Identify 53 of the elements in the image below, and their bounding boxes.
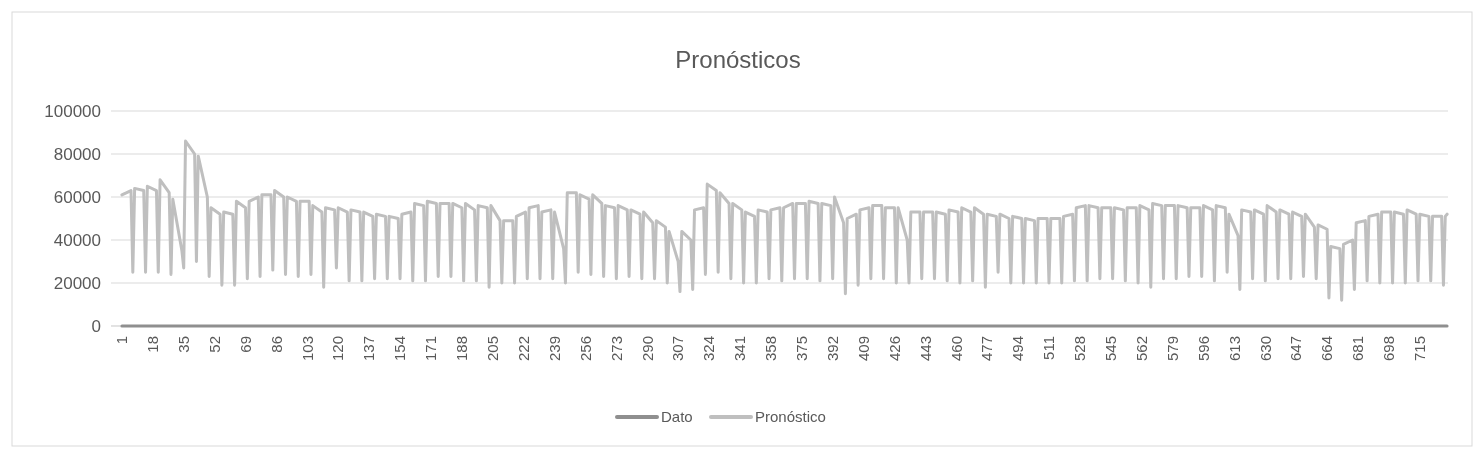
x-tick-label: 324 — [700, 336, 718, 362]
x-tick-label: 562 — [1132, 336, 1150, 362]
x-tick-label: 239 — [545, 336, 563, 362]
x-tick-label: 647 — [1287, 336, 1305, 362]
x-tick-label: 358 — [762, 336, 780, 362]
x-tick-label: 460 — [947, 336, 965, 362]
x-tick-label: 188 — [453, 336, 471, 362]
y-tick-label: 40000 — [53, 230, 101, 250]
y-tick-label: 80000 — [53, 144, 101, 164]
x-tick-label: 103 — [298, 336, 316, 362]
x-tick-label: 613 — [1225, 336, 1243, 362]
x-tick-label: 290 — [638, 336, 656, 362]
x-tick-label: 171 — [422, 336, 440, 362]
y-tick-label: 20000 — [53, 273, 101, 293]
x-tick-label: 18 — [144, 336, 162, 353]
chart-title: Pronósticos — [675, 46, 801, 73]
x-tick-label: 154 — [391, 336, 409, 362]
x-tick-label: 409 — [854, 336, 872, 362]
x-tick-label: 545 — [1102, 336, 1120, 362]
x-tick-label: 426 — [885, 336, 903, 362]
x-tick-label: 392 — [823, 336, 841, 362]
x-tick-label: 579 — [1163, 336, 1181, 362]
x-tick-label: 715 — [1411, 336, 1429, 362]
x-tick-label: 375 — [793, 336, 811, 362]
x-tick-label: 681 — [1349, 336, 1367, 362]
x-tick-label: 120 — [329, 336, 347, 362]
x-tick-label: 273 — [607, 336, 625, 362]
x-tick-label: 52 — [205, 336, 223, 353]
x-tick-label: 69 — [236, 336, 254, 353]
x-tick-label: 630 — [1256, 336, 1274, 362]
x-tick-label: 477 — [978, 336, 996, 362]
line-series — [120, 139, 1449, 302]
x-tick-label: 256 — [576, 336, 594, 362]
x-tick-label: 664 — [1318, 336, 1336, 362]
x-tick-label: 137 — [360, 336, 378, 362]
x-tick-label: 1 — [113, 336, 131, 345]
legend-label: Dato — [661, 408, 693, 426]
x-tick-label: 443 — [916, 336, 934, 362]
x-tick-label: 35 — [174, 336, 192, 353]
x-tick-label: 528 — [1071, 336, 1089, 362]
x-tick-label: 698 — [1380, 336, 1398, 362]
x-tick-label: 596 — [1194, 336, 1212, 362]
y-tick-label: 0 — [91, 316, 101, 336]
x-tick-label: 222 — [514, 336, 532, 362]
x-tick-label: 307 — [669, 336, 687, 362]
legend-label: Pronóstico — [755, 408, 826, 426]
y-tick-label: 100000 — [44, 101, 101, 121]
x-tick-label: 205 — [483, 336, 501, 362]
y-tick-label: 60000 — [53, 187, 101, 207]
x-tick-label: 494 — [1009, 336, 1027, 362]
x-tick-label: 86 — [267, 336, 285, 353]
x-tick-label: 341 — [731, 336, 749, 362]
x-tick-label: 511 — [1040, 336, 1058, 360]
